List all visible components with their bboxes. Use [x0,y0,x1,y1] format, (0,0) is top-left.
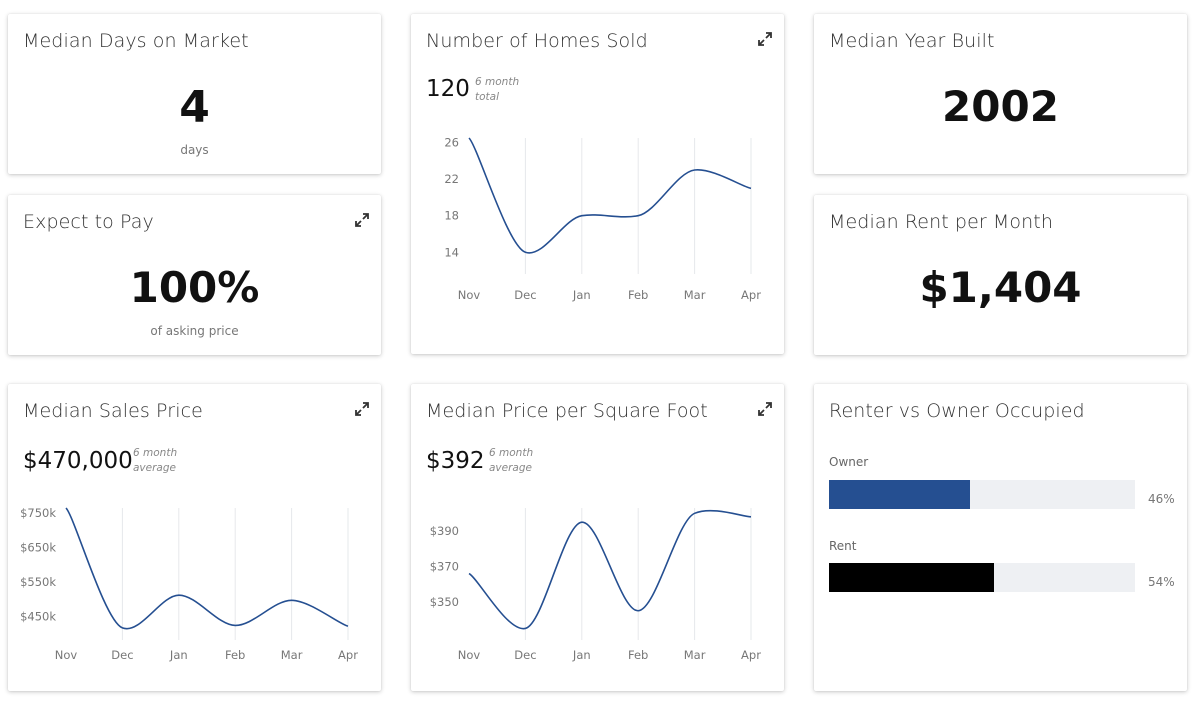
x-tick-label: Apr [338,648,358,662]
x-tick-label: Feb [628,648,648,662]
y-tick-label: $390 [430,524,459,538]
y-tick-label: $650k [20,541,56,555]
expand-icon[interactable] [355,402,369,416]
homes-sold-chart: Nov Dec Jan Feb Mar Apr 14 18 22 26 [444,136,761,302]
y-tick-label: $550k [20,575,56,589]
card-title: Expect to Pay [23,211,154,233]
owner-label: Owner [829,455,869,469]
x-tick-label: Mar [684,648,706,662]
series-line [468,137,752,254]
card-title: Median Days on Market [23,30,249,52]
y-tick-label: $750k [20,506,56,520]
card-title: Median Rent per Month [829,211,1053,233]
expand-icon[interactable] [355,213,369,227]
x-tick-label: Nov [458,648,481,662]
rent-percent: 54% [1148,575,1175,589]
x-tick-label: Mar [281,648,303,662]
summary-note: 6 month average [489,447,534,474]
price-per-sqft-card: Median Price per Square Foot $392 6 mont… [411,384,784,691]
y-tick-label: 22 [444,172,459,186]
x-tick-label: Jan [169,648,188,662]
asking-price-label: of asking price [150,324,239,338]
y-tick-label: 14 [444,245,459,259]
renter-owner-card: Renter vs Owner Occupied Owner 46% Rent … [814,384,1187,691]
x-tick-label: Mar [684,288,706,302]
owner-percent: 46% [1148,492,1175,506]
year-built-card: Median Year Built 2002 [814,14,1187,174]
expand-icon[interactable] [758,32,772,46]
card-title: Median Sales Price [23,400,203,422]
owner-bar-fill [829,480,970,509]
x-tick-label: Dec [514,288,536,302]
y-tick-label: 18 [444,209,459,223]
y-tick-label: 26 [444,136,459,150]
price-per-sqft-chart: Nov Dec Jan Feb Mar Apr $350 $370 $390 [430,508,761,662]
y-tick-label: $370 [430,559,459,573]
x-tick-label: Apr [741,288,761,302]
rent-bar [829,563,1135,592]
y-tick-label: $350 [430,595,459,609]
sales-price-card: Median Sales Price $470,000 6 month aver… [8,384,381,691]
x-tick-label: Nov [458,288,481,302]
x-tick-label: Feb [628,288,648,302]
owner-bar [829,480,1135,509]
year-built-value: 2002 [942,82,1059,131]
card-title: Median Year Built [829,30,995,52]
summary-note: 6 month average [133,447,178,474]
x-tick-label: Dec [111,648,133,662]
rent-per-month-value: $1,404 [919,263,1082,312]
x-tick-label: Jan [572,648,591,662]
y-tick-label: $450k [20,610,56,624]
rent-bar-fill [829,563,995,592]
homes-sold-total: 120 [426,76,470,102]
rent-per-month-card: Median Rent per Month $1,404 [814,195,1187,355]
card-title: Median Price per Square Foot [426,400,708,422]
sales-price-chart: Nov Dec Jan Feb Mar Apr $450k $550k $650k $750k [20,506,358,662]
days-on-market-card: Median Days on Market 4 days [8,14,381,174]
x-tick-label: Nov [55,648,78,662]
price-per-sqft-average: $392 [426,448,485,474]
days-unit-label: days [180,143,209,157]
series-line [65,507,349,630]
homes-sold-card: Number of Homes Sold 120 6 month total N… [411,14,784,354]
x-tick-label: Apr [741,648,761,662]
card-title: Renter vs Owner Occupied [829,400,1085,422]
x-tick-label: Jan [572,288,591,302]
series-line [468,509,752,630]
days-on-market-value: 4 [179,82,210,133]
card-title: Number of Homes Sold [426,30,648,52]
sales-price-average: $470,000 [23,448,133,474]
expect-to-pay-value: 100% [129,263,260,312]
x-tick-label: Feb [225,648,245,662]
expect-to-pay-card: Expect to Pay 100% of asking price [8,195,381,355]
summary-note: 6 month total [475,76,520,103]
rent-label: Rent [829,539,857,553]
x-tick-label: Dec [514,648,536,662]
expand-icon[interactable] [758,402,772,416]
